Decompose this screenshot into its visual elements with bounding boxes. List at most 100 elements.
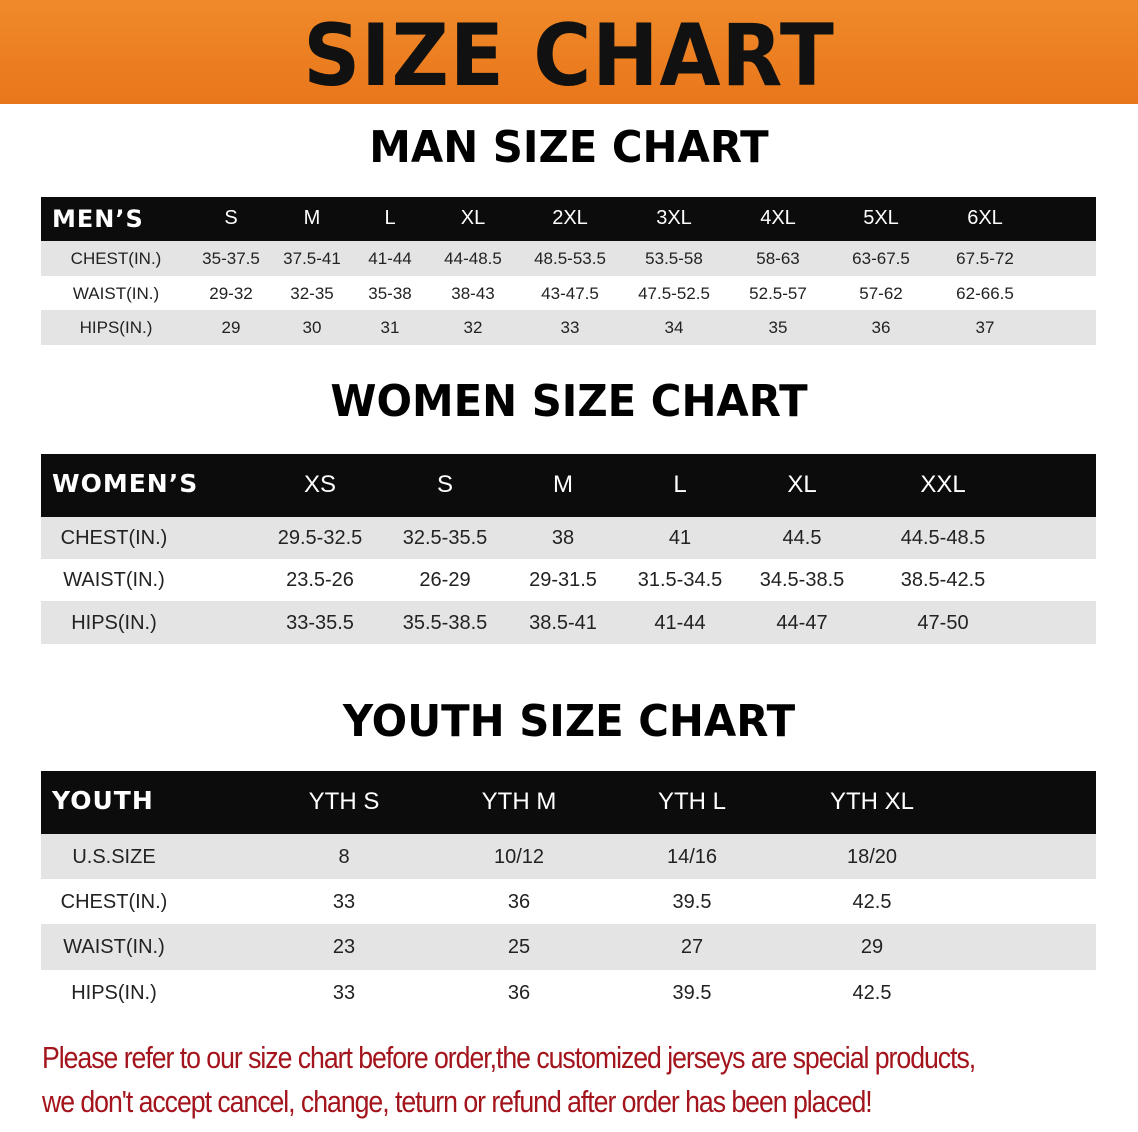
size-header-m: M [303,207,321,229]
table-cell: 36 [507,982,531,1004]
table-cell: 29-31.5 [529,569,597,591]
header-label: WOMEN’S [52,469,199,498]
table-cell: 32.5-35.5 [402,527,488,549]
table-cell: 42.5 [852,982,892,1004]
table-cell: 39.5 [672,891,712,913]
youth-section-title: YOUTH SIZE CHART [342,696,796,747]
row-label: CHEST(IN.) [60,527,168,549]
table-cell: 33 [332,891,356,913]
banner-title: SIZE CHART [303,6,835,106]
row-label: U.S.SIZE [72,846,156,868]
size-header-s: S [224,207,238,229]
table-cell: 34.5-38.5 [759,569,845,591]
size-header-3xl: 3XL [656,207,692,229]
table-cell: 42.5 [852,891,892,913]
table-cell: 35-37.5 [202,249,260,268]
table-cell: 27 [680,936,704,958]
table-cell: 23.5-26 [286,569,354,591]
table-cell: 48.5-53.5 [534,249,606,268]
table-cell: 35-38 [368,284,412,303]
row-label: WAIST(IN.) [63,569,165,591]
table-cell: 53.5-58 [645,249,703,268]
table-cell: 44.5 [782,527,822,549]
table-row: CHEST(IN.) 33 36 39.5 42.5 [41,879,1096,924]
table-cell: 47-50 [917,612,969,634]
table-cell: 37 [975,318,995,337]
table-row: WAIST(IN.) 23 25 27 29 [41,924,1096,970]
table-row: HIPS(IN.) 29 30 31 32 33 34 35 36 37 [41,310,1096,345]
table-cell: 10/12 [493,846,545,868]
table-cell: 47.5-52.5 [638,284,710,303]
table-cell: 26-29 [419,569,471,591]
table-cell: 38.5-41 [529,612,597,634]
row-label: CHEST(IN.) [70,249,162,268]
size-header-yth-s: YTH S [308,788,380,815]
size-header-xs: XS [303,471,337,498]
table-cell: 33 [560,318,580,337]
table-cell: 36 [507,891,531,913]
table-row: WAIST(IN.) 23.5-26 26-29 29-31.5 31.5-34.5 34… [41,559,1096,601]
table-cell: 52.5-57 [749,284,807,303]
table-cell: 32-35 [290,284,334,303]
table-row: HIPS(IN.) 33 36 39.5 42.5 [41,970,1096,1015]
size-header-l: L [673,471,687,498]
table-cell: 57-62 [859,284,903,303]
men-table-header: MEN’S S M L XL 2XL 3XL 4XL 5XL 6XL [41,197,1096,241]
table-cell: 35.5-38.5 [402,612,488,634]
row-label: CHEST(IN.) [60,891,168,913]
women-table-header: WOMEN’S XS S M L XL XXL [41,454,1096,517]
table-cell: 29.5-32.5 [277,527,363,549]
table-cell: 31.5-34.5 [637,569,723,591]
table-cell: 41-44 [654,612,706,634]
table-cell: 34 [664,318,684,337]
size-header-m: M [553,471,573,498]
header-label: MEN’S [52,205,144,233]
size-header-s: S [436,471,454,498]
table-cell: 29 [860,936,884,958]
table-cell: 32 [463,318,483,337]
notice-line-2: we don't accept cancel, change, teturn o… [42,1084,873,1119]
row-label: HIPS(IN.) [71,982,157,1004]
table-cell: 33 [332,982,356,1004]
row-label: WAIST(IN.) [72,284,160,303]
table-cell: 33-35.5 [286,612,354,634]
table-cell: 37.5-41 [283,249,341,268]
table-cell: 58-63 [756,249,800,268]
table-cell: 23 [332,936,356,958]
table-row: CHEST(IN.) 29.5-32.5 32.5-35.5 38 41 44.5 44.5… [41,517,1096,559]
table-cell: 44-48.5 [444,249,502,268]
size-header-5xl: 5XL [863,207,899,229]
row-label: HIPS(IN.) [71,612,157,634]
table-cell: 25 [507,936,531,958]
table-cell: 41 [668,527,692,549]
size-header-yth-m: YTH M [481,788,557,815]
size-header-6xl: 6XL [967,207,1003,229]
table-cell: 36 [871,318,891,337]
size-header-yth-l: YTH L [657,788,727,815]
table-cell: 29-32 [209,284,253,303]
table-cell: 14/16 [666,846,718,868]
table-row: WAIST(IN.) 29-32 32-35 35-38 38-43 43-47.5 47.… [41,276,1096,310]
table-cell: 43-47.5 [541,284,599,303]
header-label: YOUTH [52,786,154,815]
size-header-xxl: XXL [920,471,966,498]
table-cell: 44-47 [776,612,828,634]
size-header-2xl: 2XL [552,207,588,229]
row-label: HIPS(IN.) [79,318,153,337]
table-cell: 38 [551,527,575,549]
table-cell: 30 [302,318,322,337]
table-cell: 29 [221,318,241,337]
table-cell: 63-67.5 [852,249,910,268]
table-row: CHEST(IN.) 35-37.5 37.5-41 41-44 44-48.5 48.5… [41,241,1096,276]
size-header-xl: XL [460,207,486,229]
table-cell: 35 [768,318,788,337]
size-header-4xl: 4XL [760,207,796,229]
title-banner: SIZE CHART [0,0,1138,106]
table-cell: 67.5-72 [956,249,1014,268]
men-section-title: MAN SIZE CHART [369,122,769,173]
table-cell: 38-43 [451,284,495,303]
table-cell: 18/20 [846,846,898,868]
table-row: HIPS(IN.) 33-35.5 35.5-38.5 38.5-41 41-44 44-… [41,601,1096,644]
size-header-yth-xl: YTH XL [829,788,915,815]
table-cell: 44.5-48.5 [900,527,986,549]
